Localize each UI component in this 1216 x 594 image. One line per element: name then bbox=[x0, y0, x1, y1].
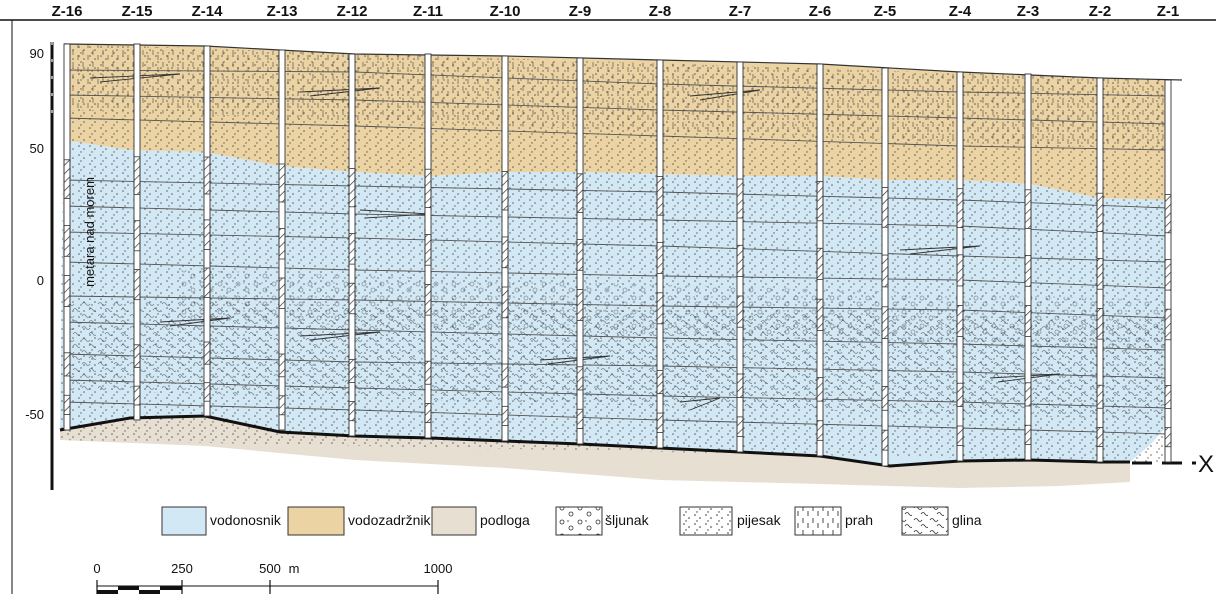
scale-bar: 0 250 500 m 1000 bbox=[93, 561, 452, 594]
legend-swatch-glina bbox=[901, 506, 949, 536]
y-tick-label: -50 bbox=[25, 407, 44, 422]
well-label: Z-2 bbox=[1089, 3, 1112, 20]
well-column bbox=[816, 63, 824, 457]
well-label: Z-9 bbox=[569, 3, 592, 20]
bedrock-contact-line bbox=[59, 414, 1130, 468]
well-label: Z-1 bbox=[1157, 3, 1180, 20]
legend-swatch-pijesak bbox=[679, 506, 733, 536]
y-tick-label: 50 bbox=[30, 141, 44, 156]
legend-label-prah: prah bbox=[845, 512, 873, 528]
legend-label-sljunak: šljunak bbox=[605, 512, 650, 528]
well-column bbox=[348, 53, 356, 437]
legend-swatch-vodonosnik bbox=[161, 506, 207, 536]
lens-wedges bbox=[89, 73, 1061, 411]
y-tick-label: 0 bbox=[37, 273, 44, 288]
scale-unit: m bbox=[289, 561, 300, 576]
well-label: Z-3 bbox=[1017, 3, 1040, 20]
well-label: Z-4 bbox=[949, 3, 972, 20]
well-label: Z-12 bbox=[337, 3, 368, 20]
y-tick-label: 90 bbox=[30, 46, 44, 61]
well-labels: Z-16 Z-15 Z-14 Z-13 Z-12 Z-11 Z-10 Z-9 Z-8 Z-7 Z-6… bbox=[52, 3, 1180, 20]
legend-swatch-vodozadrznik bbox=[287, 506, 345, 536]
well-column bbox=[1164, 79, 1172, 463]
well-label: Z-8 bbox=[649, 3, 672, 20]
well-label: Z-15 bbox=[122, 3, 153, 20]
legend-swatch-prah bbox=[794, 506, 842, 536]
well-column bbox=[881, 67, 889, 467]
scale-label: 1000 bbox=[424, 561, 453, 576]
scale-label: 0 bbox=[93, 561, 100, 576]
legend-label-vodonosnik: vodonosnik bbox=[210, 512, 282, 528]
geologic-section: X bbox=[59, 43, 1214, 488]
well-label: Z-14 bbox=[192, 3, 224, 20]
well-columns bbox=[63, 43, 1172, 467]
well-column bbox=[203, 45, 211, 417]
well-column bbox=[656, 59, 664, 449]
well-column bbox=[133, 43, 141, 421]
legend-label-pijesak: pijesak bbox=[737, 512, 782, 528]
well-label: Z-13 bbox=[267, 3, 298, 20]
bedrock-layer bbox=[60, 416, 1130, 488]
well-label: Z-6 bbox=[809, 3, 832, 20]
scale-label: 250 bbox=[171, 561, 193, 576]
well-label: Z-10 bbox=[490, 3, 521, 20]
legend: vodonosnik vodozadržnik podloga šljunak … bbox=[161, 506, 982, 536]
legend-label-podloga: podloga bbox=[480, 512, 530, 528]
well-label: Z-11 bbox=[413, 3, 443, 20]
y-axis-label: metara nad morem bbox=[82, 177, 97, 287]
well-column bbox=[63, 43, 71, 431]
legend-label-vodozadrznik: vodozadržnik bbox=[348, 512, 431, 528]
well-column bbox=[278, 49, 286, 431]
well-column bbox=[956, 71, 964, 462]
well-label: Z-7 bbox=[729, 3, 752, 20]
scale-label: 500 bbox=[259, 561, 281, 576]
legend-label-glina: glina bbox=[952, 512, 982, 528]
well-label: Z-16 bbox=[52, 3, 83, 20]
well-column bbox=[424, 53, 432, 439]
well-column bbox=[501, 55, 509, 442]
well-label: Z-5 bbox=[874, 3, 897, 20]
well-column bbox=[1024, 73, 1032, 461]
legend-swatch-podloga bbox=[431, 506, 477, 536]
well-column bbox=[736, 61, 744, 453]
section-marker-label: X bbox=[1198, 451, 1214, 478]
silt-texture bbox=[64, 44, 1168, 150]
y-axis: 90 50 0 -50 metara nad morem bbox=[25, 42, 97, 490]
well-column bbox=[1096, 77, 1104, 463]
legend-swatch-sljunak bbox=[555, 506, 603, 536]
well-column bbox=[576, 57, 584, 445]
